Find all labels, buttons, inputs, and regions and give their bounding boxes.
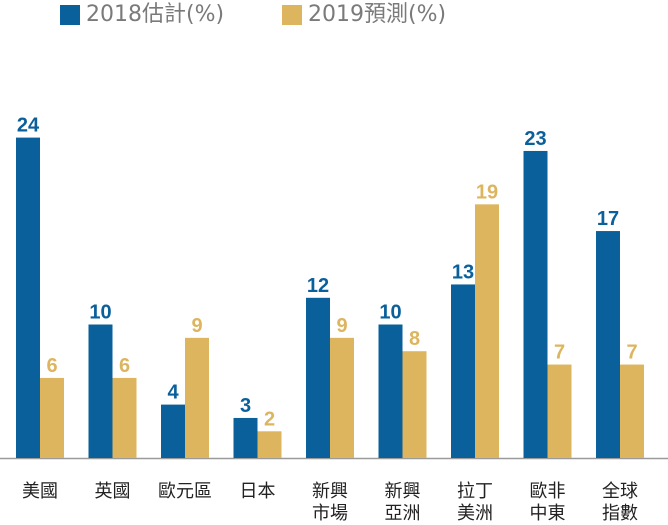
bar-2018-5: [378, 324, 403, 458]
legend-swatch-2019: [282, 5, 302, 25]
category-label-0: 美國: [22, 481, 58, 502]
category-label-6-line-0: 拉丁: [457, 481, 493, 502]
data-label-2019-6: 19: [476, 181, 498, 203]
bar-2018-4: [306, 297, 330, 458]
bar-2019-4: [330, 337, 354, 458]
data-label-2018-6: 13: [452, 261, 474, 283]
data-label-2019-5: 8: [409, 328, 420, 350]
data-label-2018-4: 12: [307, 275, 329, 297]
data-label-2018-2: 4: [167, 382, 179, 404]
data-label-2019-4: 9: [336, 315, 347, 337]
bar-2019-5: [402, 351, 427, 458]
category-label-6-line-1: 美洲: [457, 503, 493, 524]
data-label-2018-3: 3: [240, 395, 251, 417]
data-label-2019-8: 7: [626, 342, 637, 364]
bar-2019-3: [257, 431, 282, 458]
data-label-2018-8: 17: [597, 208, 619, 230]
category-label-5-line-1: 亞洲: [385, 503, 421, 524]
bar-2019-7: [547, 364, 572, 458]
data-label-2019-0: 6: [46, 355, 57, 377]
data-label-2019-7: 7: [554, 342, 565, 364]
category-label-8-line-1: 指數: [602, 503, 638, 524]
data-label-2019-2: 9: [191, 315, 202, 337]
bar-2018-7: [523, 150, 548, 458]
legend-swatch-2018: [60, 5, 80, 25]
legend-label-2018: 2018估計(%): [86, 2, 225, 27]
legend-label-2019: 2019預測(%): [308, 2, 447, 27]
bar-2018-2: [161, 404, 185, 458]
bar-2018-0: [16, 137, 40, 458]
category-label-3: 日本: [240, 481, 276, 502]
data-label-2018-1: 10: [89, 302, 111, 324]
bar-2018-6: [451, 284, 475, 458]
category-label-4-line-0: 新興: [312, 481, 348, 502]
data-label-2018-7: 23: [524, 128, 546, 150]
category-label-5-line-0: 新興: [385, 481, 421, 502]
bar-2018-1: [88, 324, 113, 458]
data-label-2018-5: 10: [379, 302, 401, 324]
bar-2019-1: [112, 377, 137, 458]
data-label-2019-1: 6: [119, 355, 130, 377]
data-label-2019-3: 2: [264, 408, 275, 430]
category-label-1: 英國: [95, 481, 131, 502]
data-label-2018-0: 24: [17, 115, 40, 137]
bar-2019-8: [620, 364, 644, 458]
bar-2019-0: [40, 377, 64, 458]
category-label-2: 歐元區: [158, 481, 212, 502]
bar-2018-8: [596, 231, 620, 458]
bar-2019-2: [185, 337, 209, 458]
bar-2018-3: [233, 417, 258, 458]
category-label-7-line-1: 中東: [530, 503, 566, 524]
category-label-4-line-1: 市場: [312, 503, 348, 524]
category-label-8-line-0: 全球: [602, 481, 638, 502]
category-label-7-line-0: 歐非: [530, 481, 566, 502]
bar-2019-6: [475, 204, 499, 458]
